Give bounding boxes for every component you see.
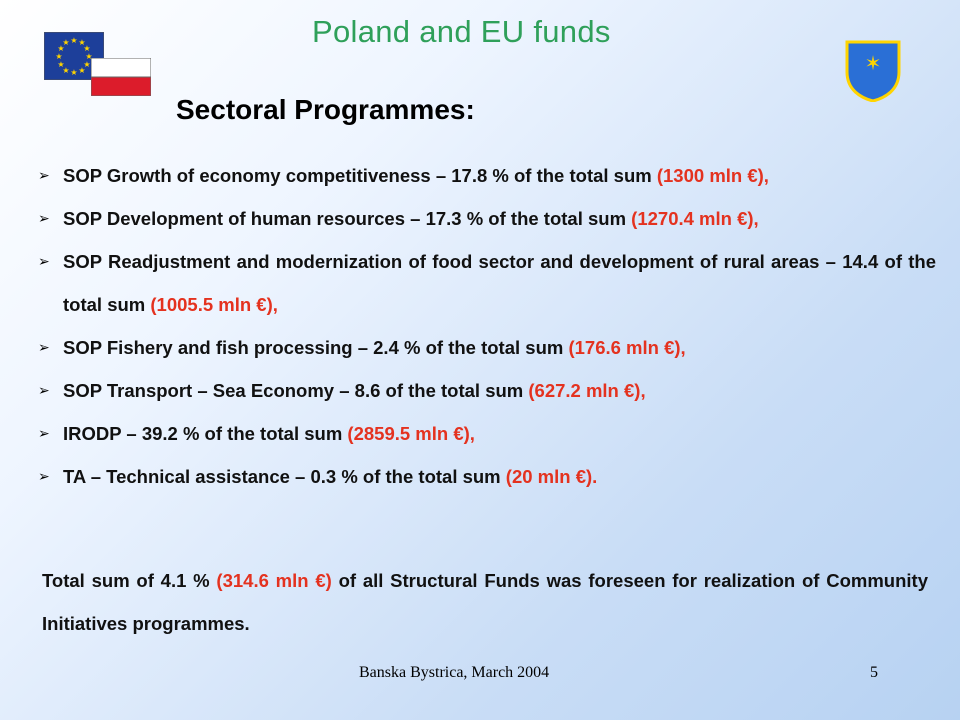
list-item: ➢ IRODP – 39.2 % of the total sum (2859.…: [38, 412, 936, 455]
arrow-bullet-icon: ➢: [38, 468, 50, 484]
list-item: ➢ SOP Readjustment and modernization of …: [38, 240, 936, 326]
item-amount: (1270.4 mln €),: [631, 208, 759, 229]
item-amount: (627.2 mln €),: [528, 380, 646, 401]
svg-text:★: ★: [57, 44, 64, 53]
list-item: ➢ SOP Growth of economy competitiveness …: [38, 154, 936, 197]
svg-text:★: ★: [62, 66, 69, 75]
footer-location-date: Banska Bystrica, March 2004: [359, 664, 550, 681]
total-amount: (314.6 mln €): [216, 570, 332, 591]
section-heading: Sectoral Programmes:: [176, 94, 475, 125]
arrow-bullet-icon: ➢: [38, 339, 50, 355]
list-item: ➢ SOP Fishery and fish processing – 2.4 …: [38, 326, 936, 369]
arrow-bullet-icon: ➢: [38, 167, 50, 183]
svg-text:★: ★: [78, 38, 85, 47]
item-amount: (176.6 mln €),: [568, 337, 686, 358]
item-text: TA – Technical assistance – 0.3 % of the…: [63, 466, 506, 487]
svg-text:★: ★: [57, 60, 64, 69]
svg-text:★: ★: [83, 60, 90, 69]
item-amount: (2859.5 mln €),: [347, 423, 475, 444]
item-amount: (1300 mln €),: [656, 165, 769, 186]
poland-flag-icon: [91, 58, 151, 96]
svg-text:★: ★: [85, 52, 92, 61]
arrow-bullet-icon: ➢: [38, 253, 50, 269]
item-text: SOP Transport – Sea Economy – 8.6 of the…: [63, 380, 529, 401]
slide-title: Poland and EU funds: [312, 14, 611, 49]
total-summary: Total sum of 4.1 % (314.6 mln €) of all …: [42, 559, 928, 645]
total-text-before: Total sum of 4.1 %: [42, 570, 217, 591]
list-item: ➢ SOP Transport – Sea Economy – 8.6 of t…: [38, 369, 936, 412]
eu-flag-icon: ★ ★ ★ ★ ★ ★ ★ ★ ★ ★ ★ ★: [44, 32, 104, 80]
arrow-bullet-icon: ➢: [38, 210, 50, 226]
page-number: 5: [870, 664, 878, 681]
svg-text:★: ★: [78, 66, 85, 75]
item-text: SOP Fishery and fish processing – 2.4 % …: [63, 337, 569, 358]
item-amount: (1005.5 mln €),: [150, 294, 278, 315]
svg-text:★: ★: [70, 68, 77, 77]
programme-list: ➢ SOP Growth of economy competitiveness …: [38, 154, 936, 498]
item-text: SOP Growth of economy competitiveness – …: [63, 165, 657, 186]
item-text: SOP Readjustment and modernization of fo…: [63, 251, 936, 315]
item-text: IRODP – 39.2 % of the total sum: [63, 423, 348, 444]
svg-text:✶: ✶: [865, 51, 882, 75]
svg-text:★: ★: [62, 38, 69, 47]
svg-text:★: ★: [70, 36, 77, 45]
list-item: ➢ SOP Development of human resources – 1…: [38, 197, 936, 240]
list-item: ➢ TA – Technical assistance – 0.3 % of t…: [38, 455, 936, 498]
arrow-bullet-icon: ➢: [38, 382, 50, 398]
item-amount: (20 mln €).: [505, 466, 598, 487]
svg-text:★: ★: [55, 52, 62, 61]
total-text-after: of all Structural Funds was foreseen for…: [42, 570, 929, 634]
arrow-bullet-icon: ➢: [38, 425, 50, 441]
svg-text:★: ★: [83, 44, 90, 53]
coat-of-arms-icon: ✶: [845, 40, 901, 102]
item-text: SOP Development of human resources – 17.…: [63, 208, 632, 229]
